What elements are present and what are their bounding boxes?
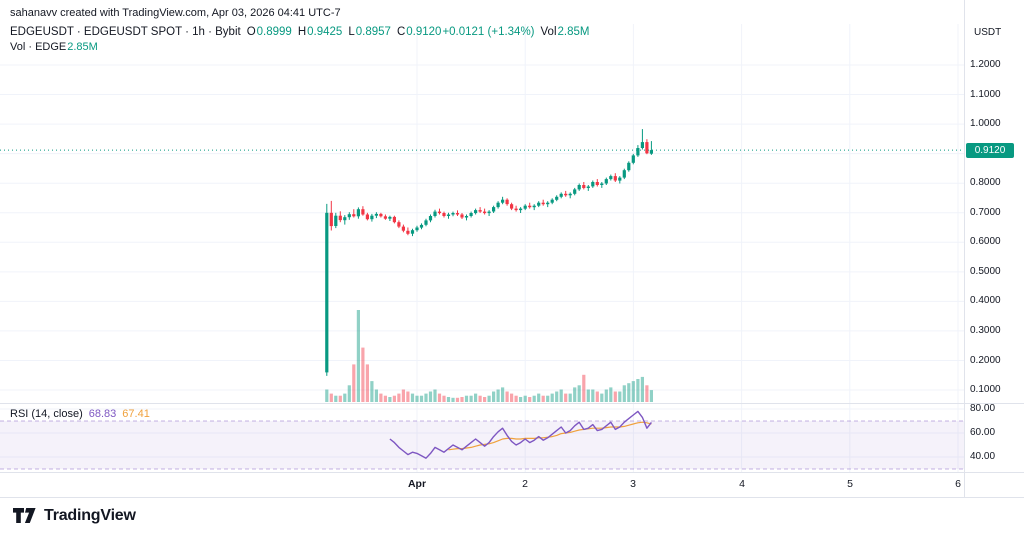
price-tick-label: 0.1000 [970, 384, 1001, 395]
low-value: 0.8957 [355, 26, 391, 38]
current-price-badge: 0.9120 [966, 143, 1014, 158]
price-tick-label: 0.3000 [970, 325, 1001, 336]
volume-value: 2.85M [557, 26, 590, 38]
rsi-ma-value: 67.41 [122, 408, 150, 420]
time-axis[interactable]: Apr 2 3 4 5 6 [0, 473, 964, 497]
high-value: 0.9425 [307, 26, 343, 38]
volume-study-value: 2.85M [67, 41, 98, 53]
time-tick-label: 4 [739, 478, 745, 490]
time-tick-label: 3 [630, 478, 636, 490]
close-label: C [396, 26, 406, 38]
time-tick-label: 2 [522, 478, 528, 490]
price-tick-label: 1.1000 [970, 89, 1001, 100]
symbol-title[interactable]: EDGEUSDT · EDGEUSDT SPOT · 1h · Bybit [10, 26, 241, 38]
close-value: 0.9120 [406, 26, 442, 38]
volume-study-label[interactable]: Vol · EDGE [10, 41, 67, 53]
time-tick-label: 6 [955, 478, 961, 490]
rsi-study-label[interactable]: RSI (14, close) [10, 408, 83, 420]
price-tick-label: 0.4000 [970, 295, 1001, 306]
price-axis-unit-label: USDT [974, 27, 1002, 38]
price-tick-label: 0.5000 [970, 266, 1001, 277]
open-label: O [246, 26, 256, 38]
rsi-legend: RSI (14, close) 68.83 67.41 [10, 408, 150, 420]
price-axis[interactable]: 1.2000 1.1000 1.0000 0.8000 0.7000 0.6000 0.50… [965, 0, 1024, 497]
change-value: +0.0121 (+1.34%) [442, 26, 535, 38]
attribution-text: sahanavv created with TradingView.com, A… [10, 7, 341, 19]
price-tick-label: 0.7000 [970, 207, 1001, 218]
rsi-value: 68.83 [88, 408, 117, 420]
tradingview-logo-mark [13, 508, 36, 523]
price-tick-label: 0.8000 [970, 177, 1001, 188]
open-value: 0.8999 [256, 26, 292, 38]
high-label: H [297, 26, 307, 38]
rsi-tick-label: 40.00 [970, 451, 996, 462]
tradingview-logo[interactable]: TradingView [12, 506, 136, 525]
rsi-tick-label: 80.00 [970, 403, 996, 414]
volume-label: Vol [540, 26, 557, 38]
price-tick-label: 0.6000 [970, 236, 1001, 247]
price-tick-label: 1.2000 [970, 59, 1001, 70]
low-label: L [348, 26, 355, 38]
rsi-tick-label: 60.00 [970, 427, 996, 438]
time-tick-label: Apr [407, 478, 427, 490]
time-tick-label: 5 [847, 478, 853, 490]
price-tick-label: 1.0000 [970, 118, 1001, 129]
tradingview-logo-text: TradingView [44, 506, 136, 524]
price-tick-label: 0.2000 [970, 355, 1001, 366]
volume-legend: Vol · EDGE 2.85M [10, 41, 98, 53]
